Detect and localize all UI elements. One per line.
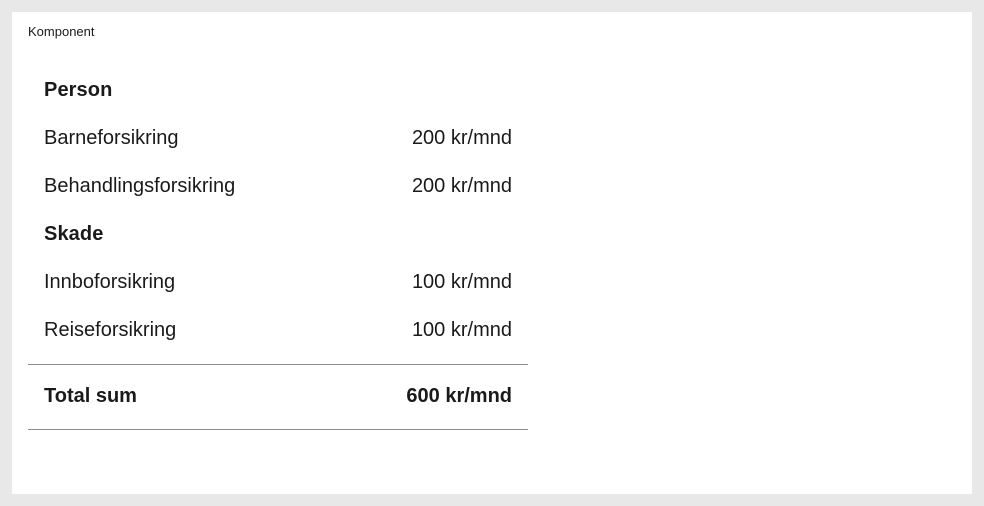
item-name: Innboforsikring bbox=[44, 271, 176, 293]
item-name: Reiseforsikring bbox=[44, 319, 177, 341]
item-name: Barneforsikring bbox=[44, 127, 179, 149]
item-price: 100 kr/mnd bbox=[411, 319, 512, 341]
item-name: Behandlingsforsikring bbox=[44, 175, 236, 197]
group-person: Person Barneforsikring 200 kr/mnd Behand… bbox=[28, 66, 528, 210]
group-skade: Skade Innboforsikring 100 kr/mnd Reisefo… bbox=[28, 210, 528, 354]
list-item: Reiseforsikring 100 kr/mnd bbox=[28, 306, 528, 354]
total-value: 600 kr/mnd bbox=[406, 385, 512, 407]
component-canvas: Komponent Person Barneforsikring 200 kr/… bbox=[12, 12, 972, 494]
list-item: Barneforsikring 200 kr/mnd bbox=[28, 114, 528, 162]
group-heading: Person bbox=[44, 79, 113, 101]
total-label: Total sum bbox=[44, 385, 137, 407]
item-price: 200 kr/mnd bbox=[411, 127, 512, 149]
group-heading: Skade bbox=[44, 223, 104, 245]
item-price: 100 kr/mnd bbox=[411, 271, 512, 293]
item-price: 200 kr/mnd bbox=[411, 175, 512, 197]
total-row: Total sum 600 kr/mnd bbox=[28, 364, 528, 430]
list-item: Innboforsikring 100 kr/mnd bbox=[28, 258, 528, 306]
list-item: Behandlingsforsikring 200 kr/mnd bbox=[28, 162, 528, 210]
price-summary: Person Barneforsikring 200 kr/mnd Behand… bbox=[28, 66, 528, 430]
component-label: Komponent bbox=[28, 24, 95, 39]
